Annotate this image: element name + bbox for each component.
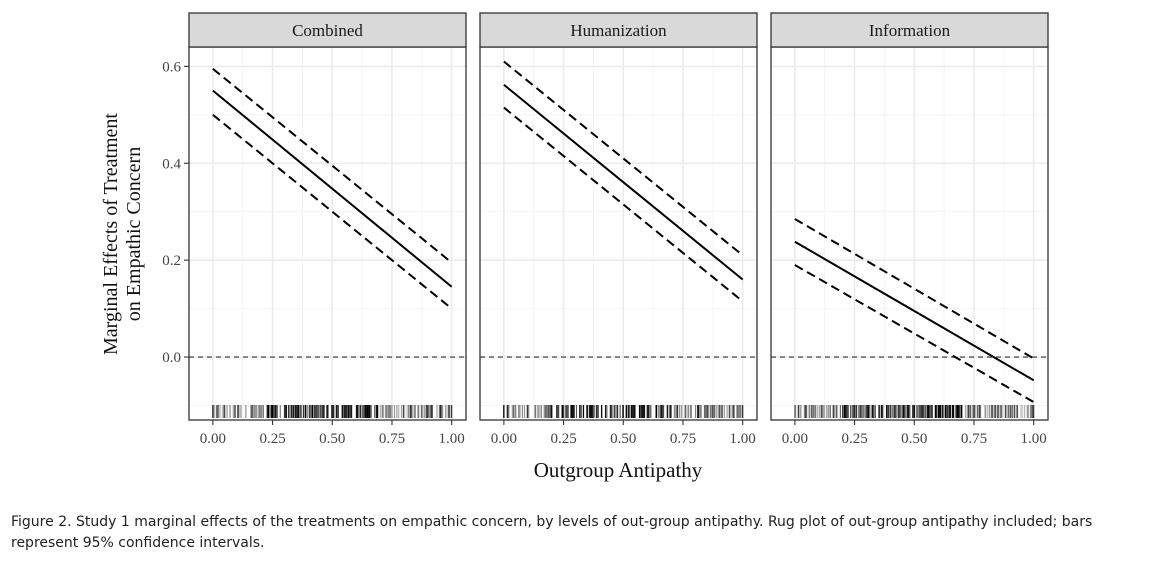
x-tick-label: 1.00 <box>730 431 756 447</box>
ci-lower-line <box>794 264 1035 403</box>
x-tick-label: 0.75 <box>961 431 987 447</box>
x-tick-label: 0.50 <box>610 431 636 447</box>
x-tick-label: 0.25 <box>550 431 576 447</box>
y-tick-label: 0.4 <box>162 156 181 172</box>
x-tick-label: 0.25 <box>259 431 285 447</box>
x-tick-label: 0.75 <box>670 431 696 447</box>
estimate-line <box>212 89 453 288</box>
y-tick-label: 0.2 <box>162 253 181 269</box>
panel-background <box>480 47 757 420</box>
panel-humanization: Humanization 0.00 0.25 0.50 0.75 1.00 <box>479 12 758 447</box>
x-tick-label: 1.00 <box>439 431 465 447</box>
figure-caption: Figure 2. Study 1 marginal effects of th… <box>11 514 1093 551</box>
facet-title: Humanization <box>570 21 667 40</box>
panel-background <box>189 47 466 420</box>
estimate-line <box>794 240 1035 382</box>
facet-strip <box>770 12 1049 48</box>
rug-plot <box>503 405 744 418</box>
estimate-line <box>503 84 744 281</box>
panel-background <box>771 47 1048 420</box>
facet-strip <box>479 12 758 48</box>
ci-lower-line <box>503 106 744 303</box>
x-tick-label: 0.00 <box>200 431 226 447</box>
x-tick-label: 0.00 <box>782 431 808 447</box>
rug-plot <box>794 405 1035 418</box>
rug-plot <box>212 405 453 418</box>
x-tick-label: 0.50 <box>319 431 345 447</box>
ci-upper-line <box>794 218 1035 360</box>
y-tick-label: 0.6 <box>162 59 181 75</box>
x-tick-label: 0.25 <box>841 431 867 447</box>
x-tick-label: 1.00 <box>1021 431 1047 447</box>
y-axis-title-line-1: Marginal Effects of Treatment <box>100 113 122 355</box>
panel-combined: Combined 0.00 0.25 0.50 0.75 1.00 <box>188 12 467 447</box>
ci-upper-line <box>212 68 453 264</box>
x-tick-label: 0.50 <box>901 431 927 447</box>
x-tick-label: 0.75 <box>379 431 405 447</box>
x-tick-label: 0.00 <box>491 431 517 447</box>
facet-title: Combined <box>292 21 363 40</box>
ci-lower-line <box>212 114 453 310</box>
x-axis-title: Outgroup Antipathy <box>534 458 703 482</box>
panel-information: Information 0.00 0.25 0.50 0.75 1.00 <box>770 12 1049 447</box>
facet-title: Information <box>869 21 951 40</box>
facet-strip <box>188 12 467 48</box>
y-axis-title-line-2: on Empathic Concern <box>123 147 145 321</box>
y-tick-label: 0.0 <box>162 350 181 366</box>
ci-upper-line <box>503 60 744 257</box>
